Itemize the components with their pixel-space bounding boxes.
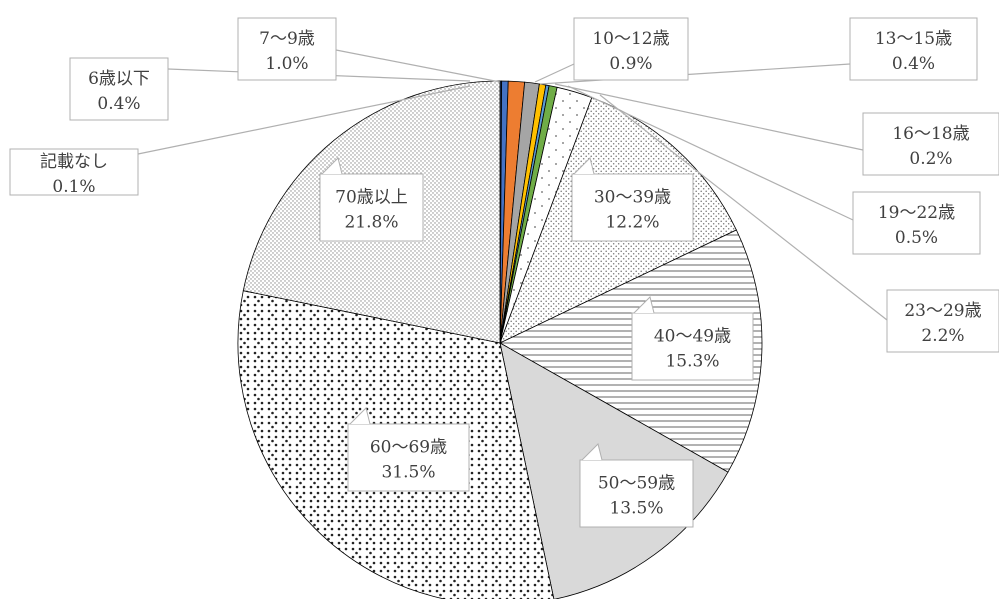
data-label-0: 記載なし 0.1%: [9, 148, 139, 197]
data-label-7: 23～29歳 2.2%: [886, 289, 999, 353]
data-label-value-10: 13.5%: [609, 499, 663, 519]
data-label-2: 7～9歳 1.0%: [237, 17, 337, 81]
data-label-pointer-9: [633, 296, 655, 314]
data-label-1: 6歳以下 0.4%: [69, 57, 169, 121]
data-label-category-1: 6歳以下: [88, 69, 150, 89]
data-label-category-3: 10～12歳: [592, 29, 669, 49]
data-label-category-8: 30～39歳: [594, 188, 671, 208]
data-label-category-7: 23～29歳: [904, 301, 981, 321]
data-label-category-0: 記載なし: [40, 152, 108, 172]
data-label-category-4: 13～15歳: [875, 29, 952, 49]
leader-line-4: [539, 63, 851, 85]
data-label-value-2: 1.0%: [265, 54, 308, 74]
data-label-category-2: 7～9歳: [259, 29, 315, 49]
data-label-12: 70歳以上 21.8%: [319, 157, 424, 242]
data-label-category-12: 70歳以上: [335, 188, 408, 208]
data-label-box-10: [579, 459, 694, 528]
data-label-category-10: 50～59歳: [598, 474, 675, 494]
data-label-value-9: 15.3%: [665, 352, 719, 372]
data-label-11: 60～69歳 31.5%: [347, 407, 470, 492]
leader-line-7: [599, 94, 888, 321]
slice-9: [499, 229, 763, 473]
data-label-value-1: 0.4%: [97, 94, 140, 114]
data-label-8: 30～39歳 12.2%: [571, 157, 694, 242]
data-label-pointer-12: [321, 157, 343, 175]
data-labels: 記載なし 0.1% 6歳以下 0.4% 7～9歳 1.0% 10～12歳 0.9% 13～15歳…: [9, 17, 999, 528]
data-label-box-12: [319, 173, 424, 242]
data-label-box-6: [852, 191, 981, 255]
data-label-5: 16～18歳 0.2%: [862, 112, 999, 176]
data-label-category-5: 16～18歳: [892, 124, 969, 144]
data-label-pointer-10: [581, 443, 603, 461]
leader-line-3: [534, 63, 575, 83]
leader-line-6: [567, 85, 854, 221]
data-label-category-9: 40～49歳: [654, 327, 731, 347]
data-label-box-2: [237, 17, 337, 81]
data-label-value-4: 0.4%: [892, 54, 935, 74]
leader-line-2: [335, 49, 501, 83]
data-label-3: 10～12歳 0.9%: [573, 17, 689, 81]
data-label-box-1: [69, 57, 169, 121]
data-label-value-8: 12.2%: [605, 213, 659, 233]
data-label-value-3: 0.9%: [609, 54, 652, 74]
data-label-box-4: [849, 17, 978, 81]
data-label-box-3: [573, 17, 689, 81]
data-label-9: 40～49歳 15.3%: [631, 296, 754, 381]
data-label-box-11: [347, 423, 470, 492]
data-label-value-0: 0.1%: [52, 177, 95, 197]
data-label-box-9: [631, 312, 754, 381]
data-label-4: 13～15歳 0.4%: [849, 17, 978, 81]
data-label-box-7: [886, 289, 999, 353]
data-label-pointer-11: [349, 407, 371, 425]
data-label-box-5: [862, 112, 999, 176]
data-label-value-7: 2.2%: [921, 326, 964, 346]
data-label-6: 19～22歳 0.5%: [852, 191, 981, 255]
data-label-category-6: 19～22歳: [878, 203, 955, 223]
data-label-10: 50～59歳 13.5%: [579, 443, 694, 528]
label-leaders: [137, 49, 888, 321]
leader-line-0: [137, 85, 471, 155]
data-label-value-11: 31.5%: [381, 463, 435, 483]
data-label-value-5: 0.2%: [909, 149, 952, 169]
leader-line-5: [554, 83, 864, 151]
data-label-box-0: [9, 148, 139, 196]
data-label-value-12: 21.8%: [344, 213, 398, 233]
data-label-box-8: [571, 173, 694, 242]
data-label-value-6: 0.5%: [895, 228, 938, 248]
data-label-pointer-8: [573, 157, 595, 175]
data-label-category-11: 60～69歳: [370, 438, 447, 458]
